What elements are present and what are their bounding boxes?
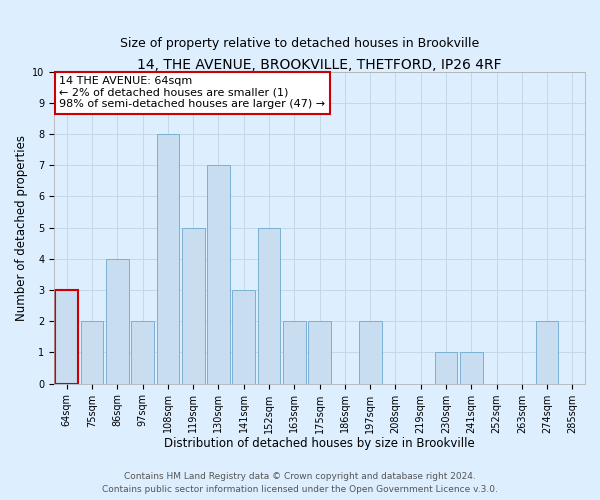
Bar — [80, 321, 103, 384]
Bar — [131, 321, 154, 384]
Bar — [283, 321, 305, 384]
Text: Size of property relative to detached houses in Brookville: Size of property relative to detached ho… — [121, 38, 479, 51]
Bar — [106, 259, 129, 384]
Y-axis label: Number of detached properties: Number of detached properties — [15, 134, 28, 320]
Bar — [257, 228, 280, 384]
Bar — [157, 134, 179, 384]
Bar — [536, 321, 559, 384]
Bar — [308, 321, 331, 384]
Bar — [232, 290, 255, 384]
Bar — [434, 352, 457, 384]
Bar — [182, 228, 205, 384]
Bar — [55, 290, 78, 384]
Bar — [359, 321, 382, 384]
X-axis label: Distribution of detached houses by size in Brookville: Distribution of detached houses by size … — [164, 437, 475, 450]
Text: 14 THE AVENUE: 64sqm
← 2% of detached houses are smaller (1)
98% of semi-detache: 14 THE AVENUE: 64sqm ← 2% of detached ho… — [59, 76, 326, 110]
Title: 14, THE AVENUE, BROOKVILLE, THETFORD, IP26 4RF: 14, THE AVENUE, BROOKVILLE, THETFORD, IP… — [137, 58, 502, 71]
Bar — [460, 352, 482, 384]
Text: Contains HM Land Registry data © Crown copyright and database right 2024.
Contai: Contains HM Land Registry data © Crown c… — [102, 472, 498, 494]
Bar — [207, 165, 230, 384]
